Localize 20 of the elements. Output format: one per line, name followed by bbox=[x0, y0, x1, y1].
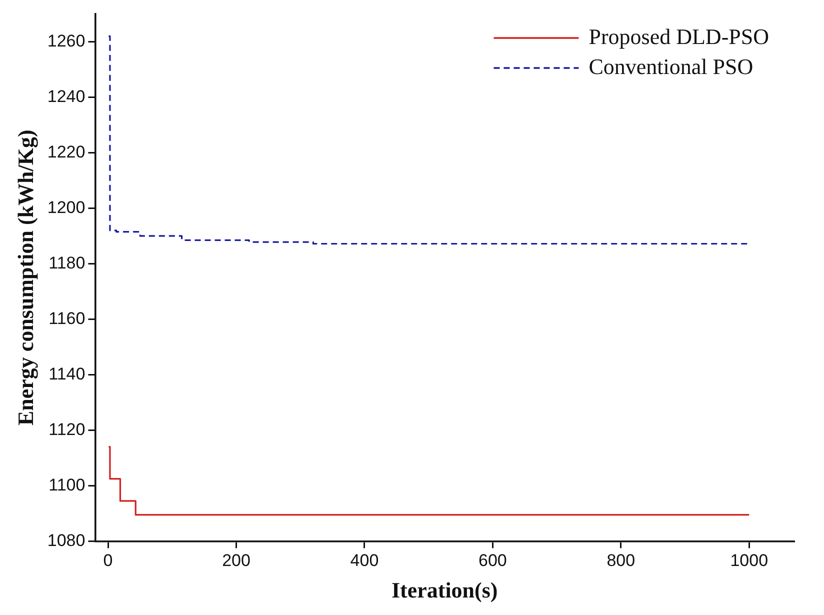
y-axis-title: Energy consumption (kWh/Kg) bbox=[12, 130, 38, 426]
legend-label: Proposed DLD-PSO bbox=[588, 24, 770, 49]
y-tick-label: 1080 bbox=[47, 530, 86, 550]
x-tick-label: 200 bbox=[222, 551, 250, 570]
x-tick-label: 400 bbox=[350, 551, 379, 570]
y-tick-label: 1160 bbox=[48, 308, 86, 328]
y-tick-label: 1220 bbox=[47, 142, 86, 162]
x-tick-label: 0 bbox=[103, 551, 113, 570]
x-axis-title: Iteration(s) bbox=[391, 577, 498, 602]
y-tick-label: 1120 bbox=[48, 420, 86, 439]
x-tick-label: 600 bbox=[478, 551, 507, 570]
y-tick-label: 1260 bbox=[47, 31, 86, 50]
legend-label: Conventional PSO bbox=[588, 54, 754, 79]
y-tick-label: 1200 bbox=[47, 198, 86, 217]
y-tick-label: 1100 bbox=[48, 475, 86, 494]
y-tick-label: 1140 bbox=[48, 364, 86, 384]
x-tick-label: 800 bbox=[606, 551, 636, 570]
x-tick-label: 1000 bbox=[730, 551, 768, 570]
y-tick-label: 1180 bbox=[48, 253, 86, 272]
y-tick-label: 1240 bbox=[47, 86, 86, 106]
